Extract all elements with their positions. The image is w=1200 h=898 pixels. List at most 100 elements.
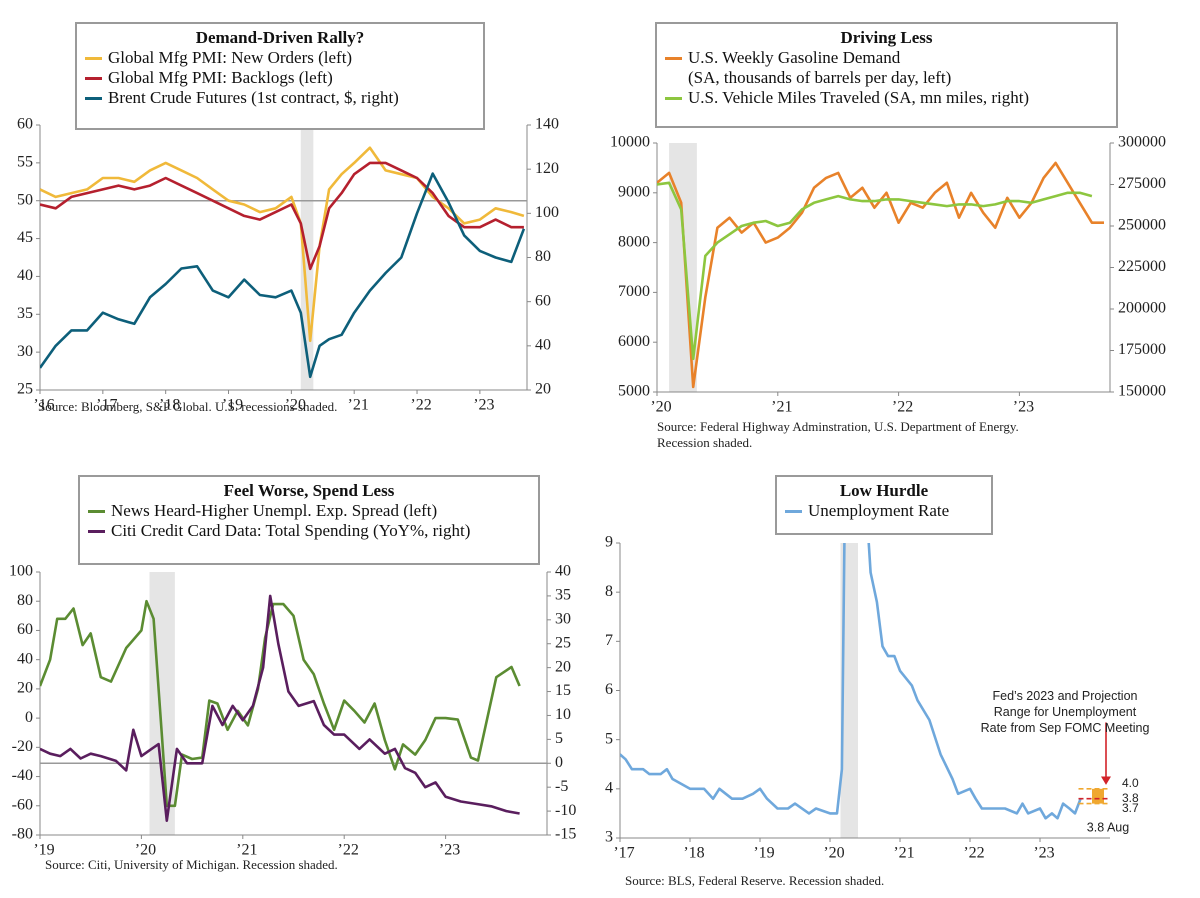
y-tick-label: 30	[17, 343, 33, 360]
y2-tick-label: 140	[535, 116, 559, 133]
x-tick-label: ’21	[348, 397, 369, 414]
end-label: 3.8 Aug	[1087, 820, 1129, 834]
y2-tick-label: 250000	[1118, 217, 1166, 234]
x-tick-label: ’18	[159, 397, 180, 414]
y-tick-label: 0	[25, 709, 33, 726]
y-tick-label: 4	[605, 780, 613, 797]
projection-label: 3.8	[1122, 791, 1139, 805]
chart-title: Demand-Driven Rally?	[195, 28, 365, 47]
x-tick-label: ’19	[753, 845, 774, 862]
y-tick-label: 35	[17, 305, 33, 322]
y-tick-label: 55	[17, 154, 33, 171]
y2-tick-label: 35	[555, 587, 571, 604]
x-tick-label: ’23	[1033, 845, 1054, 862]
series-line	[40, 172, 526, 379]
y-tick-label: 5000	[618, 383, 650, 400]
x-tick-label: ’23	[1013, 399, 1034, 416]
plot-area	[620, 543, 1082, 820]
legend-item: Unemployment Rate	[785, 501, 983, 521]
plot-area	[657, 161, 1104, 389]
legend: Driving Less U.S. Weekly Gasoline Demand …	[655, 22, 1118, 128]
y-tick-label: 60	[17, 116, 33, 133]
y-tick-label: 6000	[618, 333, 650, 350]
y2-tick-label: 80	[535, 248, 551, 265]
x-tick-label: ’17	[613, 845, 634, 862]
series-line	[40, 146, 525, 343]
y2-tick-label: 5	[555, 730, 563, 747]
series-line	[40, 161, 524, 271]
series-line	[657, 181, 1093, 361]
y-tick-label: 3	[605, 829, 613, 846]
legend-label: Citi Credit Card Data: Total Spending (Y…	[111, 521, 471, 540]
series-line	[40, 594, 520, 822]
y-tick-label: 8000	[618, 233, 650, 250]
y2-tick-label: 40	[555, 563, 571, 580]
legend-swatch	[85, 77, 102, 80]
y2-tick-label: 0	[555, 754, 563, 771]
y-tick-label: 40	[17, 650, 33, 667]
y2-tick-label: 25	[555, 634, 571, 651]
x-tick-label: ’20	[823, 845, 844, 862]
x-tick-label: ’23	[439, 842, 460, 859]
y-tick-label: -20	[12, 738, 33, 755]
y2-tick-label: 120	[535, 160, 559, 177]
y-tick-label: -40	[12, 767, 33, 784]
y2-tick-label: 60	[535, 292, 551, 309]
y-tick-label: 5	[605, 730, 613, 747]
y-tick-label: 50	[17, 191, 33, 208]
source-note: Source: Citi, University of Michigan. Re…	[45, 857, 338, 872]
y2-tick-label: 100	[535, 204, 559, 221]
x-tick-label: ’22	[963, 845, 984, 862]
legend-swatch	[88, 510, 105, 513]
legend: Demand-Driven Rally? Global Mfg PMI: New …	[75, 22, 485, 130]
projection-range	[1092, 788, 1104, 804]
annotation: Fed’s 2023 and Projection Range for Unem…	[980, 689, 1150, 736]
y2-tick-label: 30	[555, 610, 571, 627]
plot-area	[40, 594, 521, 822]
y-tick-label: 25	[17, 381, 33, 398]
y2-tick-label: 20	[555, 658, 571, 675]
x-tick-label: ’21	[771, 399, 792, 416]
legend-swatch	[88, 530, 105, 533]
y2-tick-label: -5	[555, 778, 568, 795]
x-tick-label: ’20	[285, 397, 306, 414]
legend-item: Citi Credit Card Data: Total Spending (Y…	[88, 521, 530, 541]
y2-tick-label: 15	[555, 682, 571, 699]
y-tick-label: 10000	[610, 134, 650, 151]
legend-label: Unemployment Rate	[808, 501, 950, 520]
y2-tick-label: 275000	[1118, 175, 1166, 192]
chart-title: Low Hurdle	[839, 481, 929, 500]
y-tick-label: 40	[17, 267, 33, 284]
annotation-arrowhead	[1101, 776, 1111, 785]
legend-item: News Heard-Higher Unempl. Exp. Spread (l…	[88, 501, 530, 521]
legend-label: U.S. Vehicle Miles Traveled (SA, mn mile…	[688, 88, 1030, 107]
x-tick-label: ’22	[410, 397, 431, 414]
legend: Feel Worse, Spend Less News Heard-Higher …	[78, 475, 540, 565]
y2-tick-label: 20	[535, 381, 551, 398]
y2-tick-label: 150000	[1118, 383, 1166, 400]
series-line	[657, 161, 1104, 389]
source-note: Source: Federal Highway Adminstration, U…	[657, 419, 1019, 434]
y-tick-label: 60	[17, 621, 33, 638]
x-tick-label: ’19	[33, 842, 54, 859]
y-tick-label: 9000	[618, 183, 650, 200]
legend-item: Global Mfg PMI: New Orders (left)	[85, 48, 475, 68]
legend-item: U.S. Weekly Gasoline Demand (SA, thousan…	[665, 48, 1108, 88]
legend-label: News Heard-Higher Unempl. Exp. Spread (l…	[111, 501, 438, 520]
x-tick-label: ’21	[893, 845, 914, 862]
y2-tick-label: -10	[555, 802, 576, 819]
legend-swatch	[785, 510, 802, 513]
source-note: Source: BLS, Federal Reserve. Recession …	[625, 873, 884, 888]
plot-area	[40, 146, 526, 379]
legend-label: Global Mfg PMI: New Orders (left)	[108, 48, 353, 67]
legend: Low Hurdle Unemployment Rate	[775, 475, 993, 535]
x-tick-label: ’23	[473, 397, 494, 414]
x-tick-label: ’16	[33, 397, 54, 414]
y2-tick-label: 175000	[1118, 341, 1166, 358]
y2-tick-label: 200000	[1118, 300, 1166, 317]
y-tick-label: 7000	[618, 283, 650, 300]
y-tick-label: 45	[17, 229, 33, 246]
legend-label: Global Mfg PMI: Backlogs (left)	[108, 68, 333, 87]
